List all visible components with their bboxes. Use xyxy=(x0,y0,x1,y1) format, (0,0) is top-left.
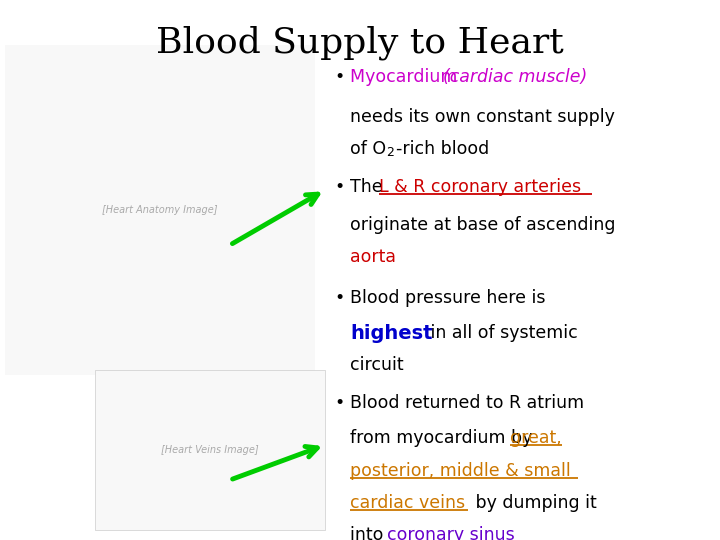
Text: aorta: aorta xyxy=(350,248,396,266)
Text: •: • xyxy=(334,68,344,85)
Text: Blood returned to R atrium: Blood returned to R atrium xyxy=(350,394,584,412)
Text: into: into xyxy=(350,526,389,540)
Text: Myocardium: Myocardium xyxy=(350,68,463,85)
Text: •: • xyxy=(334,394,344,412)
Text: of O: of O xyxy=(350,140,386,158)
Bar xyxy=(95,370,325,530)
Text: •: • xyxy=(334,178,344,196)
Text: Blood Supply to Heart: Blood Supply to Heart xyxy=(156,25,564,59)
Text: highest: highest xyxy=(350,324,433,343)
Text: in all of systemic: in all of systemic xyxy=(425,324,577,342)
Text: L & R coronary arteries: L & R coronary arteries xyxy=(379,178,581,196)
Text: The: The xyxy=(350,178,388,196)
Bar xyxy=(5,45,315,375)
Text: -rich blood: -rich blood xyxy=(396,140,490,158)
Text: originate at base of ascending: originate at base of ascending xyxy=(350,216,616,234)
Text: [Heart Veins Image]: [Heart Veins Image] xyxy=(161,445,258,455)
Text: great,: great, xyxy=(510,429,562,447)
Text: (cardiac muscle): (cardiac muscle) xyxy=(443,68,588,85)
Text: [Heart Anatomy Image]: [Heart Anatomy Image] xyxy=(102,205,217,215)
Text: cardiac veins: cardiac veins xyxy=(350,494,465,512)
Text: •: • xyxy=(334,289,344,307)
Text: circuit: circuit xyxy=(350,356,404,374)
Text: from myocardium by: from myocardium by xyxy=(350,429,538,447)
Text: posterior, middle & small: posterior, middle & small xyxy=(350,462,571,480)
Text: by dumping it: by dumping it xyxy=(470,494,597,512)
Text: needs its own constant supply: needs its own constant supply xyxy=(350,108,615,126)
Text: Blood pressure here is: Blood pressure here is xyxy=(350,289,546,307)
Text: 2: 2 xyxy=(386,146,394,159)
Text: coronary sinus: coronary sinus xyxy=(387,526,515,540)
